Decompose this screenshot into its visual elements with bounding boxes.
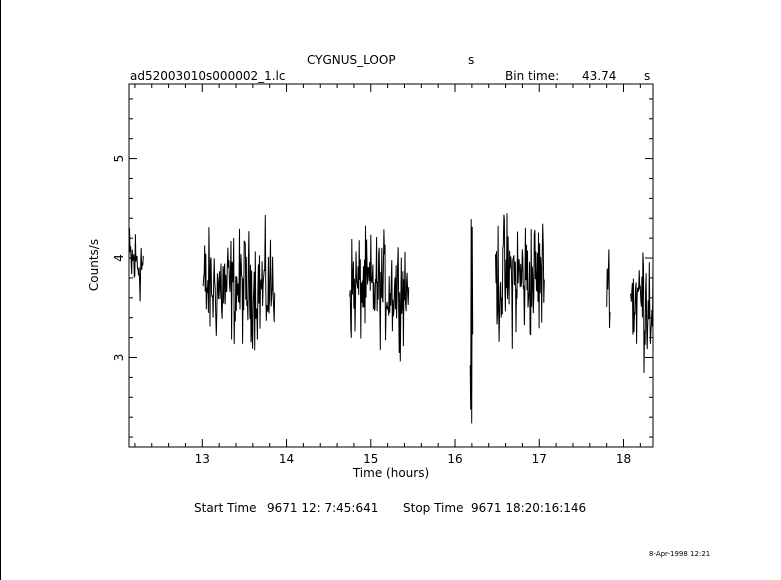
light-curve-segment — [469, 219, 474, 424]
light-curve-segment — [495, 213, 545, 349]
object-name: CYGNUS_LOOP — [307, 53, 396, 67]
x-tick-label: 17 — [532, 452, 547, 466]
x-axis-label: Time (hours) — [352, 466, 429, 480]
window-left-edge — [0, 0, 1, 580]
stop-time-label: Stop Time — [403, 501, 464, 515]
bin-time-value: 43.74 — [582, 69, 617, 83]
light-curve-segment — [606, 249, 611, 329]
y-tick-label: 3 — [112, 354, 126, 362]
x-tick-label: 18 — [616, 452, 631, 466]
bin-time-label: Bin time: — [505, 69, 560, 83]
start-time-label: Start Time — [194, 501, 257, 515]
light-curve-segment — [202, 214, 276, 351]
stop-time-value: 9671 18:20:16:146 — [471, 501, 587, 515]
plot-frame — [128, 83, 654, 448]
x-tick-label: 13 — [195, 452, 210, 466]
y-axis-label: Counts/s — [87, 239, 101, 291]
y-tick-label: 5 — [112, 155, 126, 163]
light-curve-segment — [629, 252, 654, 374]
object-unit: s — [468, 53, 475, 67]
bin-time-unit: s — [644, 69, 651, 83]
x-tick-label: 16 — [447, 452, 462, 466]
start-time-value: 9671 12: 7:45:641 — [267, 501, 379, 515]
plot-timestamp: 8-Apr-1998 12:21 — [649, 550, 711, 558]
y-tick-label: 4 — [112, 254, 126, 262]
light-curve-segment — [349, 225, 410, 362]
x-tick-label: 15 — [363, 452, 378, 466]
x-tick-label: 14 — [279, 452, 294, 466]
light-curve-segment — [128, 227, 144, 302]
file-name: ad52003010s000002_1.lc — [130, 69, 286, 83]
